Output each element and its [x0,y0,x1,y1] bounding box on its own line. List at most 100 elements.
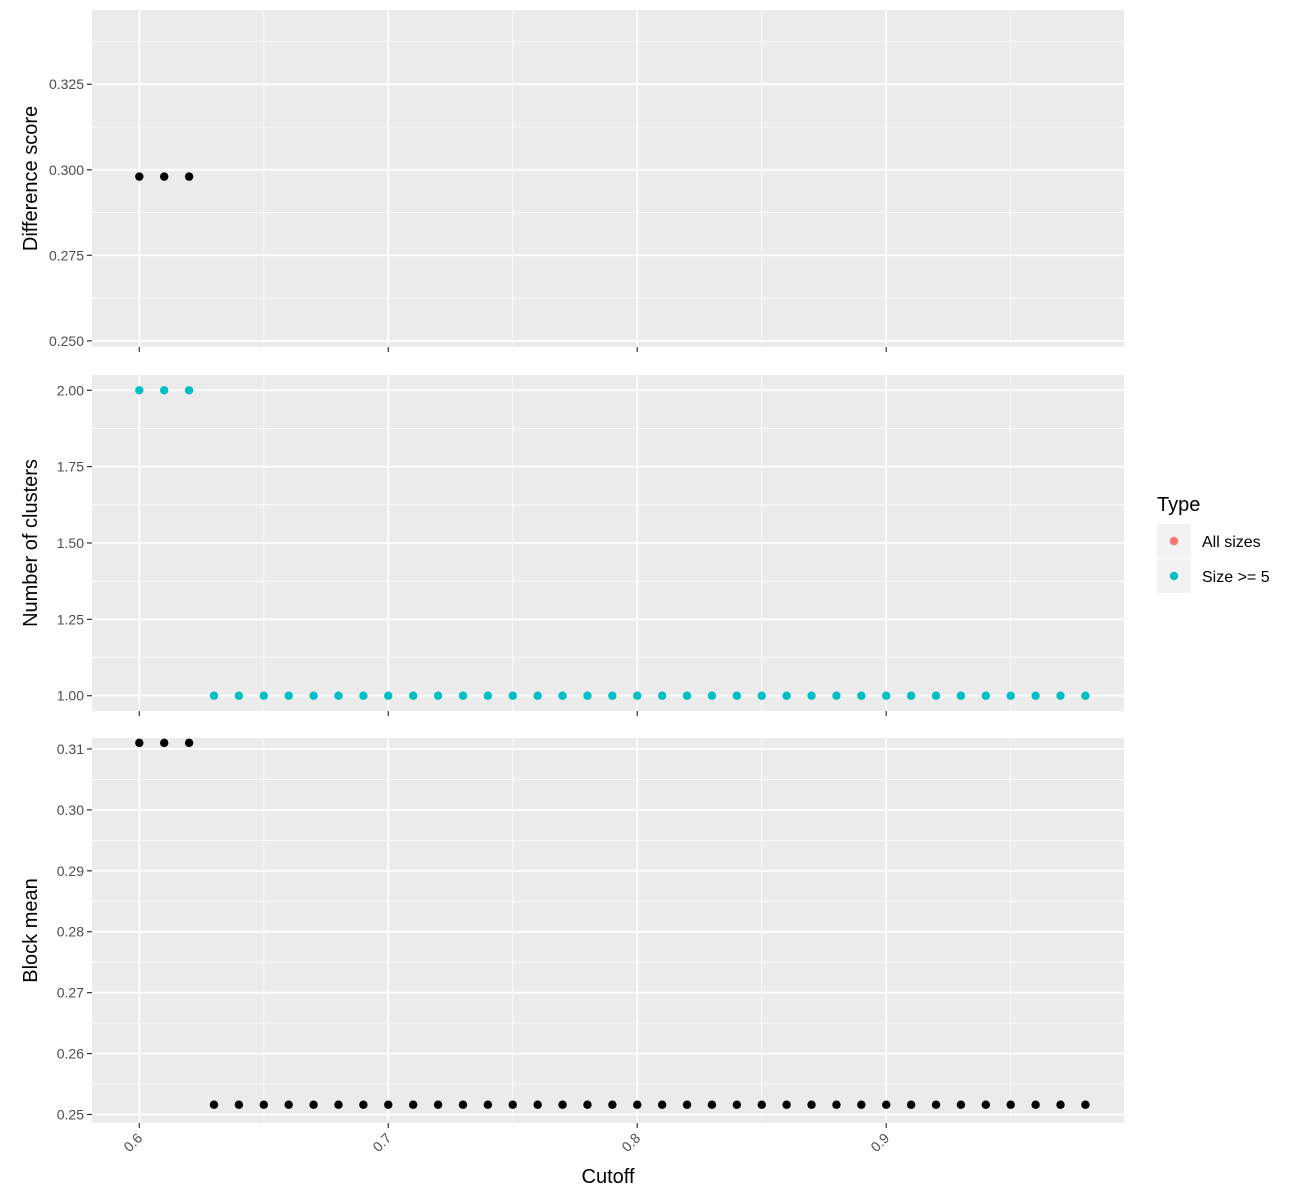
data-point [682,1100,692,1109]
y-tick-label: 1.50 [57,535,84,551]
legend: Type All sizes Size >= 5 [1157,494,1270,593]
data-point [184,172,194,181]
data-point [1081,691,1090,700]
data-point [1031,691,1040,700]
legend-label: Size >= 5 [1202,569,1270,586]
data-point [583,691,592,700]
data-point [135,172,144,181]
y-tick-label: 0.29 [57,863,84,879]
data-point [657,691,667,700]
panel-1: 0.250 0.275 0.300 0.325 Difference score [20,10,1124,352]
legend-label: All sizes [1202,534,1261,551]
y-tick-label: 0.26 [57,1046,84,1062]
y-tick-label: 0.250 [49,333,84,349]
x-tick-label: 0.8 [618,1130,643,1155]
y-tick-label: 0.30 [57,802,84,818]
data-point [533,691,542,700]
data-point [234,1100,244,1109]
data-point [956,691,966,700]
data-point [433,1100,443,1109]
x-tick-label: 0.6 [120,1130,145,1155]
data-point [583,1100,592,1109]
data-point [1081,1100,1090,1109]
data-point [832,1100,841,1109]
data-point [135,738,144,748]
y-tick-label: 1.25 [57,611,84,627]
y-tick-label: 1.00 [57,688,84,704]
data-point [558,691,567,700]
data-point [1056,1100,1065,1109]
data-point [633,691,642,700]
y-tick-label: 1.75 [57,459,84,475]
data-point [384,691,393,700]
data-point [408,691,418,700]
data-point [433,691,443,700]
data-point [209,691,219,700]
data-point [408,1100,418,1109]
y-tick-label: 0.31 [57,741,84,757]
data-point [682,691,692,700]
data-point [284,1100,293,1109]
data-point [309,691,318,700]
panel-3: 0.25 0.26 0.27 0.28 0.29 0.30 0.31 Block mean [20,738,1124,1128]
data-point [931,1100,941,1109]
data-point [956,1100,966,1109]
panel-background [92,738,1124,1123]
data-point [359,1100,368,1109]
data-point [558,1100,567,1109]
legend-marker [1169,536,1179,546]
legend-title: Type [1157,494,1200,516]
data-point [857,691,866,700]
data-point [458,691,468,700]
data-point [807,1100,816,1109]
data-point [732,691,742,700]
y-axis-title: Block mean [20,878,42,983]
y-tick-label: 0.25 [57,1106,84,1122]
data-point [857,1100,866,1109]
data-point [1006,1100,1015,1109]
y-tick-label: 0.300 [49,162,84,178]
y-tick-label: 0.27 [57,985,84,1001]
data-point [384,1100,393,1109]
data-point [707,1100,717,1109]
data-point [458,1100,468,1109]
data-point [259,691,268,700]
y-axis-title: Number of clusters [20,459,42,627]
data-point [882,1100,891,1109]
data-point [657,1100,667,1109]
data-point [359,691,368,700]
data-point [160,738,169,748]
data-point [334,1100,343,1109]
x-axis-title: Cutoff [582,1166,635,1188]
data-point [184,386,194,395]
data-point [483,691,493,700]
data-point [707,691,717,700]
data-point [633,1100,642,1109]
y-tick-label: 0.325 [49,76,84,92]
y-tick-label: 2.00 [57,382,84,398]
data-point [732,1100,742,1109]
data-point [782,691,791,700]
data-point [160,386,169,395]
panel-background [92,10,1124,347]
data-point [882,691,891,700]
data-point [757,691,766,700]
data-point [1031,1100,1040,1109]
data-point [309,1100,318,1109]
panel-2: 1.00 1.25 1.50 1.75 2.00 Number of clusters [20,375,1124,716]
data-point [931,691,941,700]
y-tick-label: 0.275 [49,247,84,263]
data-point [608,691,617,700]
y-axis-title: Difference score [20,106,42,251]
data-point [782,1100,791,1109]
data-point [757,1100,766,1109]
x-tick-label: 0.9 [867,1130,892,1155]
data-point [508,691,517,700]
data-point [1056,691,1065,700]
data-point [807,691,816,700]
data-point [234,691,244,700]
data-point [135,386,144,395]
data-point [209,1100,219,1109]
data-point [906,691,916,700]
